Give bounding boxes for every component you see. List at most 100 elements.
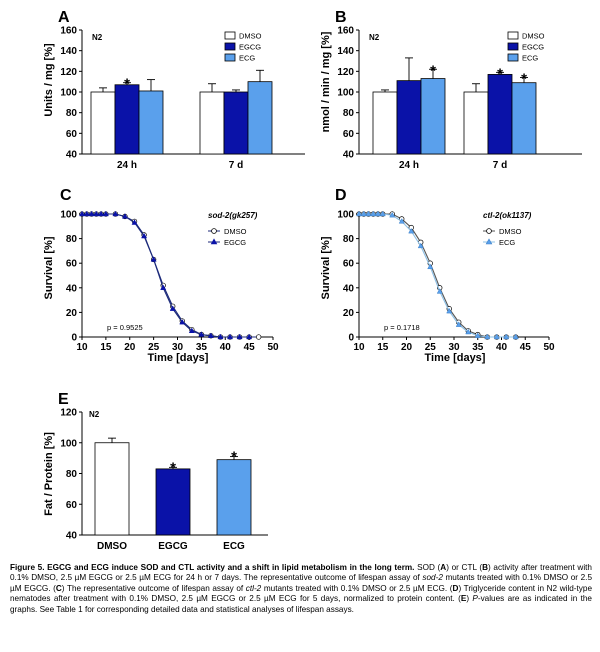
figure-caption: Figure 5. EGCG and ECG induce SOD and CT… [10,563,592,615]
data-point-c-egcg [160,284,167,290]
caption-text: -values are as indicated in the graphs. … [10,594,592,614]
y-tick-label-e: 60 [66,500,78,511]
y-axis-title-c: Survival [%] [43,236,55,299]
caption-title: Figure 5. EGCG and ECG induce SOD and CT… [10,563,415,572]
y-tick-label-d: 0 [348,333,354,344]
legend-a-label-ecg: ECG [239,54,255,63]
y-tick-label-b: 160 [337,26,354,37]
legend-d-label-dmso: DMSO [499,227,522,236]
x-tick-label-d: 20 [401,342,413,353]
x-tick-label-c: 40 [220,342,232,353]
y-axis-title-a: Units / mg [%] [43,43,55,117]
p-value-c: p = 0.9525 [107,323,143,332]
legend-a-swatch-dmso [224,31,236,40]
legend-b-label-dmso: DMSO [522,32,545,41]
data-point-c-egcg [83,210,90,217]
data-point-c-dmso [256,334,262,340]
panel-letter-c: C [60,187,72,204]
legend-d-label-ecg: ECG [499,238,515,247]
y-tick-label-d: 100 [337,210,354,221]
y-tick-label-a: 120 [60,67,77,78]
data-point-d-ecg [493,333,500,340]
panel-letter-e: E [58,391,69,408]
bar-e-ecg [216,459,252,536]
legend-b-label-egcg: EGCG [522,43,544,52]
data-point-c-egcg [207,332,214,338]
caption-ref: B [482,563,489,572]
data-point-d-ecg [503,333,510,340]
data-point-d-ecg [427,263,434,270]
legend-c-label-dmso: DMSO [224,227,247,236]
y-tick-label-b: 80 [343,108,355,119]
caption-gene: ctl-2 [245,583,262,593]
data-point-c-egcg [78,210,86,217]
bar-b-ecg-1 [511,82,537,155]
data-point-c-egcg [121,213,128,219]
x-tick-label-a: 24 h [117,160,137,171]
x-tick-label-d: 10 [353,342,365,353]
legend-b: DMSO EGCG ECG [507,31,545,63]
data-point-c-egcg [131,219,138,225]
y-tick-label-a: 160 [60,26,77,37]
x-tick-label-d: 25 [425,342,437,353]
data-point-d-ecg [436,288,443,294]
caption-text: ) Triglyceride content in N2 wild-type n… [10,583,593,604]
bar-a-egcg-0 [114,84,140,155]
legend-a-swatch-egcg [224,42,236,51]
y-axis-title-e: Fat / Protein [%] [43,432,55,516]
data-point-c-egcg [188,327,195,333]
caption-text: mutants treated with 0.1% DMSO or 2.5 µM… [261,583,453,593]
x-tick-label-c: 25 [148,342,160,353]
legend-d: DMSO ECG [483,227,522,247]
y-tick-label-c: 0 [71,333,77,344]
data-point-d-ecg [474,332,481,338]
y-axis-title-d: Survival [%] [320,236,332,299]
legend-c: DMSO EGCG [208,227,247,247]
y-tick-label-e: 80 [66,469,78,480]
x-tick-label-d: 50 [543,342,555,353]
y-tick-label-a: 140 [60,46,77,57]
caption-ref: C [55,583,62,593]
y-tick-label-c: 60 [66,259,78,270]
x-tick-label-d: 40 [496,342,508,353]
panel-letter-d: D [335,187,347,204]
y-tick-label-c: 20 [66,308,78,319]
x-tick-label-e: ECG [223,541,245,552]
legend-a-label-egcg: EGCG [239,43,261,52]
data-point-c-egcg [102,210,109,217]
x-axis-title-c: Time [days] [148,352,209,364]
x-tick-label-e: DMSO [97,541,127,552]
significance-star-e: * [170,459,176,476]
data-point-d-ecg [374,210,382,217]
y-tick-label-b: 120 [337,67,354,78]
y-tick-label-b: 60 [343,129,355,140]
data-point-d-ecg [379,210,386,217]
y-tick-label-c: 80 [66,234,78,245]
figure-canvas: A B C D E N2 N2 N2 Units / mg [%] nmol /… [43,9,582,552]
data-point-d-ecg [446,307,453,314]
data-point-c-egcg [217,333,224,340]
x-tick-label-c: 10 [76,342,88,353]
data-point-c-egcg [227,333,234,340]
x-tick-label-c: 15 [100,342,112,353]
x-tick-label-a: 7 d [229,160,243,171]
y-tick-label-d: 40 [343,283,355,294]
y-tick-label-d: 60 [343,259,355,270]
x-tick-label-c: 50 [267,342,279,353]
data-point-c-egcg [179,318,186,325]
legend-a-swatch-ecg [224,53,236,62]
x-tick-label-d: 45 [520,342,532,353]
legend-b-swatch-dmso [507,31,519,40]
strain-label-b: N2 [369,33,380,42]
x-tick-label-c: 45 [244,342,256,353]
y-tick-label-b: 40 [343,150,355,161]
bar-a-dmso-1 [199,91,225,155]
p-value-d: p = 0.1718 [384,323,420,332]
y-tick-label-b: 100 [337,88,354,99]
x-tick-label-b: 7 d [493,160,507,171]
significance-star-b: * [430,62,436,79]
x-tick-label-d: 30 [448,342,460,353]
y-tick-label-e: 100 [60,438,77,449]
data-point-c-egcg [141,232,148,239]
legend-a: DMSO EGCG ECG [224,31,262,63]
